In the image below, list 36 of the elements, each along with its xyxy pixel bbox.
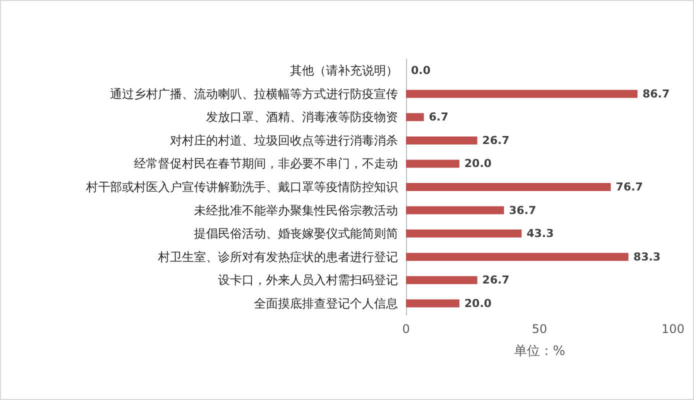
y-tick-label: 村卫生室、诊所对有发热症状的患者进行登记 (157, 250, 398, 264)
y-tick-label: 经常督促村民在春节期间，非必要不串门，不走动 (134, 156, 398, 171)
y-tick-label: 通过乡村广播、流动喇叭、拉横幅等方式进行防疫宣传 (110, 86, 398, 101)
y-tick-label: 设卡口，外来人员入村需扫码登记 (218, 273, 398, 288)
x-axis-title: 单位：% (514, 344, 566, 359)
y-tick-label: 提倡民俗活动、婚丧嫁娶仪式能简则简 (194, 226, 398, 241)
bar (406, 136, 478, 144)
y-tick-label: 发放口罩、酒精、消毒液等防疫物资 (206, 110, 398, 124)
data-label: 20.0 (464, 157, 492, 170)
x-tick-label: 0 (402, 322, 410, 336)
data-label: 20.0 (464, 296, 492, 310)
data-label: 86.7 (642, 87, 670, 100)
y-tick-label: 未经批准不能举办聚集性民俗宗教活动 (194, 203, 398, 218)
bar (406, 90, 638, 98)
y-tick-label: 其他（请补充说明） (290, 64, 398, 78)
data-label: 76.7 (616, 180, 643, 194)
data-label: 0.0 (411, 64, 431, 78)
y-tick-label: 全面摸底排查登记个人信息 (254, 296, 398, 310)
data-label: 26.7 (482, 274, 510, 287)
data-label: 36.7 (508, 204, 536, 217)
bar (406, 113, 424, 122)
data-label: 83.3 (633, 250, 661, 264)
x-tick-label: 100 (662, 322, 684, 336)
bar (406, 299, 460, 308)
data-label: 6.7 (428, 110, 448, 124)
y-tick-label: 村干部或村医入户宣传讲解勤洗手、戴口罩等疫情防控知识 (85, 180, 398, 194)
bar (406, 206, 504, 214)
bar (406, 252, 628, 261)
y-tick-label: 对村庄的村道、垃圾回收点等进行消毒消杀 (170, 133, 398, 148)
bar (406, 230, 522, 238)
data-label: 43.3 (526, 227, 554, 240)
data-label: 26.7 (482, 134, 510, 147)
bar (406, 160, 460, 168)
x-tick-label: 50 (532, 322, 548, 336)
bar (406, 276, 478, 284)
bar (406, 183, 611, 191)
